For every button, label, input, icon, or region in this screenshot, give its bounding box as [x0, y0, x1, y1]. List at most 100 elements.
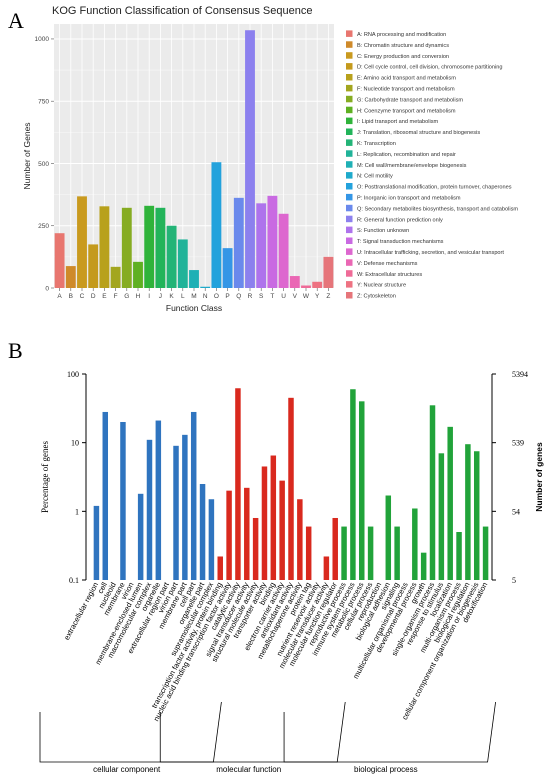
left-tick-label: 0.1	[69, 576, 79, 585]
right-axis-title: Number of genes	[534, 442, 544, 512]
x-tick-label: B	[69, 293, 73, 300]
legend-key	[346, 281, 353, 288]
bar-J	[155, 207, 166, 288]
legend-label: Y: Nuclear structure	[357, 283, 406, 289]
legend-label: L: Replication, recombination and repair	[357, 152, 456, 158]
legend-key	[346, 183, 353, 190]
x-tick-label: Z	[326, 293, 330, 300]
legend-label: R: General function prediction only	[357, 217, 443, 223]
bar-S	[256, 203, 267, 288]
legend-key	[346, 52, 353, 59]
bar-developmental-process	[412, 508, 418, 580]
bar-W	[301, 285, 311, 288]
legend-key	[346, 74, 353, 81]
bar-nucleic-acid-binding-transcription-factor-activity	[226, 490, 232, 580]
legend-key	[346, 117, 353, 125]
bar-multi-organism-process	[456, 532, 462, 580]
panel-a-letter: A	[8, 8, 24, 33]
legend-key	[346, 237, 353, 244]
bar-binding	[270, 455, 277, 580]
bar-K	[166, 225, 177, 288]
legend-key	[346, 150, 353, 157]
bar-membrane	[120, 421, 126, 580]
bar-immune-system-process	[350, 389, 356, 580]
y-tick-label: 250	[38, 223, 49, 230]
legend-key	[346, 204, 353, 212]
bar-Y	[312, 281, 323, 288]
left-tick-label: 10	[71, 439, 79, 448]
x-tick-label: R	[248, 293, 253, 300]
bar-localization	[447, 426, 453, 580]
legend-key	[346, 95, 353, 103]
bar-I	[144, 205, 155, 288]
legend-label: D: Cell cycle control, cell division, ch…	[357, 65, 503, 71]
left-tick-label: 1	[75, 507, 79, 516]
bar-electron-carrier-activity	[279, 480, 285, 580]
x-tick-label: J	[159, 293, 162, 300]
legend-label: H: Coenzyme transport and metabolism	[357, 108, 456, 114]
bar-B	[65, 266, 76, 288]
legend-label: E: Amino acid transport and metabolism	[357, 76, 456, 82]
bar-molecular-function-regulator	[332, 517, 338, 580]
bar-O	[211, 162, 222, 288]
bar-antioxidant-activity	[288, 397, 294, 580]
bar-H	[133, 261, 143, 288]
x-tick-label: T	[270, 293, 274, 300]
legend-key	[346, 259, 353, 266]
legend-label: B: Chromatin structure and dynamics	[357, 43, 449, 49]
bar-reproductive-process	[341, 526, 347, 580]
x-tick-label: A	[57, 293, 62, 300]
bar-Q	[233, 197, 244, 288]
bar-growth	[420, 552, 427, 580]
bar-R	[245, 30, 255, 289]
legend-label: W: Extracellular structures	[357, 272, 422, 278]
legend-label: U: Intracellular trafficking, secretion,…	[357, 250, 504, 256]
bar-protein-tag	[305, 526, 312, 580]
legend-label: Q: Secondary metabolites biosynthesis, t…	[357, 206, 518, 212]
bar-D	[88, 244, 99, 288]
bar-P	[222, 248, 233, 288]
legend-label: I: Lipid transport and metabolism	[357, 119, 438, 125]
bar-transporter-activity	[261, 466, 268, 580]
legend-label: T: Signal transduction mechanisms	[357, 239, 444, 245]
bar-molecular-transducer-activity	[323, 556, 330, 580]
x-tick-label: K	[169, 293, 174, 300]
bar-biological-regulation	[465, 444, 471, 580]
bar-structural-molecule-activity	[252, 517, 259, 580]
right-tick-label: 5394	[512, 370, 528, 379]
bar-cell	[102, 411, 109, 580]
legend-key	[346, 139, 353, 146]
legend-key	[346, 84, 353, 92]
legend-label: J: Translation, ribosomal structure and …	[357, 130, 480, 136]
bar-Z	[323, 256, 334, 288]
bar-metabolic-process	[359, 401, 365, 580]
bar-catalytic-activity	[235, 388, 241, 580]
group-label: cellular component	[93, 765, 161, 774]
x-tick-label: P	[225, 293, 229, 300]
x-tick-label: O	[214, 293, 219, 300]
left-axis-title: Percentage of genes	[40, 441, 50, 513]
x-tick-label: Q	[236, 293, 241, 300]
bar-metallochaperone-activity	[297, 499, 303, 580]
bar-cellular-process	[367, 526, 374, 580]
x-tick-label: Y	[315, 293, 320, 300]
x-tick-label: V	[293, 293, 298, 300]
bar-transcription-factor-activity-protein-binding	[217, 556, 223, 580]
x-tick-label: M	[191, 293, 196, 300]
group-bracket	[39, 701, 222, 763]
x-tick-label: F	[114, 293, 118, 300]
y-tick-label: 1000	[35, 36, 50, 43]
bar-A	[54, 233, 65, 288]
bar-detoxification	[482, 526, 489, 580]
group-bracket	[159, 701, 346, 763]
bar-macromolecular-complex	[146, 439, 153, 580]
group-label: molecular function	[216, 765, 281, 774]
x-tick-label: G	[124, 293, 129, 300]
legend-key	[346, 226, 353, 234]
legend-label: P: Inorganic ion transport and metabolis…	[357, 196, 461, 202]
y-tick-label: 750	[38, 99, 49, 106]
bar-C	[77, 196, 87, 288]
legend-label: A: RNA processing and modification	[357, 32, 446, 38]
bar-M	[189, 270, 199, 288]
bar-single-organism-process	[429, 405, 436, 580]
